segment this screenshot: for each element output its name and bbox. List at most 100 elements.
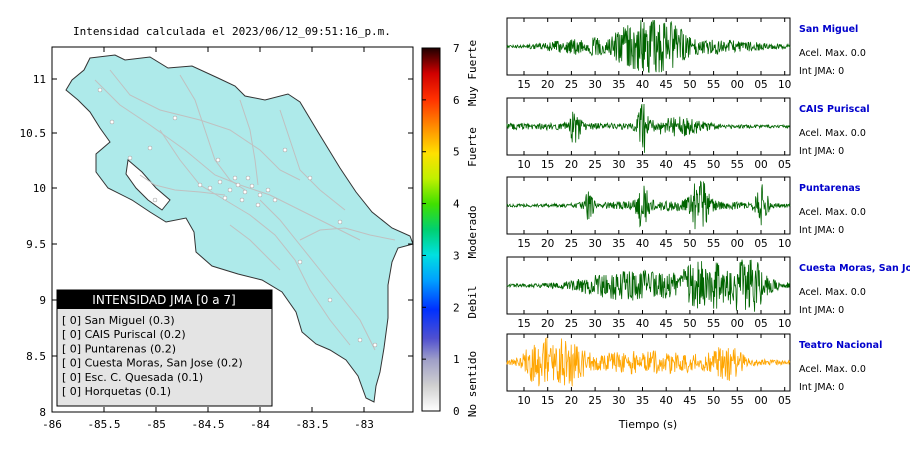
- waveform-trace: [506, 103, 791, 153]
- colorbar-ticks: 0 1 2 3 4 5 6 7: [422, 42, 460, 418]
- colorbar-tick-label: 6: [453, 94, 460, 107]
- waveform-x-label: Tiempo (s): [618, 418, 677, 431]
- waveform-x-tick-label: 10: [778, 238, 791, 250]
- station-name: San Miguel: [799, 24, 858, 35]
- map-frame: [51, 46, 414, 413]
- colorbar-gradient: [421, 47, 441, 412]
- waveform-x-tick-label: 00: [731, 238, 744, 250]
- waveform-x-tick-label: 35: [636, 395, 649, 407]
- waveform-x-tick-label: 55: [731, 159, 744, 171]
- waveform-x-tick-label: 30: [588, 238, 601, 250]
- map-y-tick-label: 10: [33, 182, 46, 195]
- waveform-x-tick-label: 15: [517, 238, 530, 250]
- waveform-panel: 15 20 25 30 35 40 45 50 55 00 05 10 Puntarenas Acel. …: [506, 176, 866, 250]
- station-annotation: Int JMA: 0: [799, 146, 844, 157]
- waveform-x-tick-label: 50: [683, 79, 696, 91]
- waveform-x-tick-label: 50: [683, 238, 696, 250]
- map-x-tick-label: -86: [42, 418, 62, 431]
- map-y-axis: 11 10.5 10 9.5 9 8.5 8: [20, 73, 413, 419]
- station-annotation: Acel. Max. 0.0: [799, 128, 866, 139]
- colorbar-category-labels: No sentido Debil Moderado Fuerte Muy Fuerte: [466, 40, 479, 417]
- legend-item: [ 0] San Miguel (0.3): [62, 314, 175, 327]
- intensity-legend: INTENSIDAD JMA [0 a 7] [ 0] San Miguel (…: [56, 289, 273, 407]
- waveform-trace: [506, 337, 791, 387]
- colorbar-tick-label: 4: [453, 198, 460, 211]
- waveform-x-tick-label: 05: [754, 318, 767, 330]
- waveform-x-tick-label: 15: [517, 318, 530, 330]
- map-y-tick-label: 11: [33, 73, 46, 86]
- colorbar-tick-label: 1: [453, 353, 460, 366]
- colorbar-tick-label: 7: [453, 42, 460, 55]
- station-name: Teatro Nacional: [799, 340, 882, 351]
- waveform-x-tick-label: 45: [660, 318, 673, 330]
- waveform-x-tick-label: 55: [707, 318, 720, 330]
- waveform-x-tick-label: 40: [636, 79, 649, 91]
- map-y-tick-label: 8: [39, 406, 46, 419]
- legend-item: [ 0] Puntarenas (0.2): [62, 342, 176, 355]
- road-network: [94, 69, 396, 351]
- legend-item: [ 0] Cuesta Moras, San Jose (0.2): [62, 357, 243, 370]
- waveform-x-tick-label: 00: [731, 318, 744, 330]
- waveform-x-tick-label: 10: [778, 79, 791, 91]
- waveform-x-tick-label: 10: [517, 395, 530, 407]
- waveform-x-tick-label: 45: [660, 238, 673, 250]
- colorbar-tick-label: 5: [453, 146, 460, 159]
- waveform-x-tick-label: 55: [707, 238, 720, 250]
- station-annotation: Int JMA: 0: [799, 66, 844, 77]
- waveform-panel: 10 15 20 25 30 35 40 45 50 55 00 05 CAIS Puriscal Ace…: [506, 97, 870, 171]
- legend-item: [ 0] Esc. C. Quesada (0.1): [62, 371, 203, 384]
- waveform-x-tick-label: 15: [517, 79, 530, 91]
- waveform-panel: 10 15 20 25 30 35 40 45 50 55 00 05 Teatro Nacional A…: [506, 333, 882, 407]
- waveform-x-tick-label: 45: [660, 79, 673, 91]
- waveform-x-tick-label: 00: [754, 159, 767, 171]
- station-annotation: Acel. Max. 0.0: [799, 48, 866, 59]
- nicoya-gulf: [125, 159, 171, 211]
- map-x-tick-label: -83.5: [295, 418, 328, 431]
- colorbar-category-label: Muy Fuerte: [466, 40, 479, 106]
- station-dots: [97, 87, 378, 348]
- map-y-tick-label: 9.5: [26, 238, 46, 251]
- waveform-x-tick-label: 25: [565, 238, 578, 250]
- map-x-axis: -86 -85.5 -85 -84.5 -84 -83.5 -83: [42, 47, 374, 431]
- map-x-tick-label: -84.5: [191, 418, 224, 431]
- waveform-panel: 15 20 25 30 35 40 45 50 55 00 05 10 San Miguel Acel. …: [506, 17, 866, 91]
- waveform-x-tick-label: 25: [588, 159, 601, 171]
- legend-title: INTENSIDAD JMA [0 a 7]: [92, 293, 235, 307]
- colorbar-category-label: Fuerte: [466, 127, 479, 167]
- map-panel: Intensidad calculada el 2023/06/12_09:51…: [20, 25, 414, 431]
- intensity-colorbar: 0 1 2 3 4 5 6 7 No sentido Debil Moderado Fuerte Mu…: [421, 40, 479, 418]
- station-name: Puntarenas: [799, 183, 861, 194]
- waveform-x-tick-label: 50: [707, 395, 720, 407]
- station-name: Cuesta Moras, San Jose: [799, 263, 910, 274]
- station-annotation: Acel. Max. 0.0: [799, 287, 866, 298]
- waveform-x-tick-label: 15: [541, 159, 554, 171]
- waveform-trace: [506, 259, 791, 312]
- waveform-x-tick-label: 25: [565, 318, 578, 330]
- waveform-x-tick-label: 30: [588, 318, 601, 330]
- waveform-x-tick-label: 35: [612, 79, 625, 91]
- station-annotation: Acel. Max. 0.0: [799, 364, 866, 375]
- waveform-x-tick-label: 25: [565, 79, 578, 91]
- waveform-x-tick-label: 10: [517, 159, 530, 171]
- station-name: CAIS Puriscal: [799, 104, 870, 115]
- legend-header: [57, 290, 272, 309]
- waveform-x-tick-label: 40: [660, 159, 673, 171]
- legend-item: [ 0] CAIS Puriscal (0.2): [62, 328, 186, 341]
- map-x-tick-label: -84: [250, 418, 270, 431]
- map-y-tick-label: 8.5: [26, 350, 46, 363]
- map-x-tick-label: -83: [354, 418, 374, 431]
- waveform-x-tick-label: 20: [541, 79, 554, 91]
- waveform-x-tick-label: 15: [541, 395, 554, 407]
- station-annotation: Int JMA: 0: [799, 382, 844, 393]
- legend-items: [ 0] San Miguel (0.3)[ 0] CAIS Puriscal …: [62, 314, 243, 398]
- station-annotation: Acel. Max. 0.0: [799, 207, 866, 218]
- waveform-x-tick-label: 20: [541, 318, 554, 330]
- waveform-x-tick-label: 30: [612, 395, 625, 407]
- waveform-x-tick-label: 25: [588, 395, 601, 407]
- colorbar-tick-label: 2: [453, 301, 460, 314]
- colorbar-tick-label: 0: [453, 405, 460, 418]
- waveform-x-tick-label: 35: [636, 159, 649, 171]
- waveform-x-tick-label: 10: [778, 318, 791, 330]
- waveform-x-tick-label: 00: [731, 79, 744, 91]
- waveform-x-tick-label: 45: [683, 395, 696, 407]
